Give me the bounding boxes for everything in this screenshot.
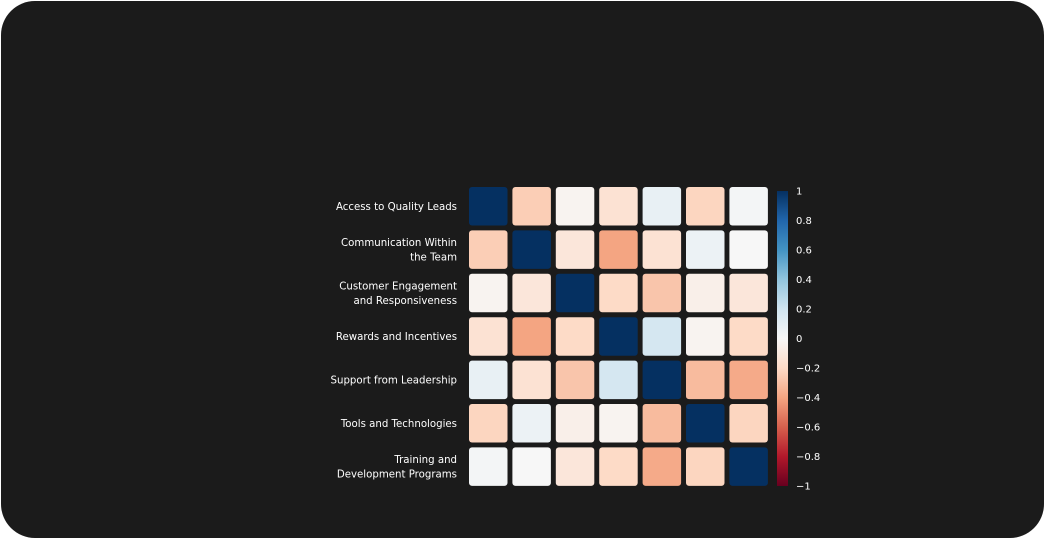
colorbar-tick-label: 0	[796, 334, 802, 345]
heatmap-cell-training-and-development-programs--support-from-leadership	[642, 447, 682, 486]
heatmap-cell-tools-and-technologies--communication-within-the-team	[512, 404, 551, 443]
heatmap-cell-communication-within-the-team--tools-and-technologies	[686, 230, 725, 269]
colorbar-gradient	[777, 191, 788, 486]
colorbar-tick-label: −0.6	[796, 423, 820, 434]
heatmap-cell-customer-engagement-and-responsiveness--customer-engagement-and-responsiveness	[555, 273, 595, 313]
heatmap-cell-access-to-quality-leads--tools-and-technologies	[686, 187, 725, 226]
heatmap-cell-tools-and-technologies--customer-engagement-and-responsiveness	[555, 404, 595, 443]
row-label-training-and-development-programs: Training and Development Programs	[337, 455, 457, 481]
row-label-support-from-leadership: Support from Leadership	[331, 375, 457, 386]
colorbar-tick-label: 0.4	[796, 275, 812, 286]
heatmap-cell-access-to-quality-leads--access-to-quality-leads	[469, 187, 508, 226]
row-label-rewards-and-incentives: Rewards and Incentives	[336, 332, 457, 343]
heatmap-cell-training-and-development-programs--rewards-and-incentives	[599, 447, 638, 486]
colorbar-tick-label: −0.8	[796, 452, 820, 463]
heatmap-cell-access-to-quality-leads--communication-within-the-team	[512, 187, 551, 226]
heatmap-cell-support-from-leadership--training-and-development-programs	[729, 360, 768, 400]
heatmap-cell-training-and-development-programs--communication-within-the-team	[512, 447, 551, 486]
heatmap-cell-communication-within-the-team--training-and-development-programs	[729, 230, 768, 269]
row-label-access-to-quality-leads: Access to Quality Leads	[336, 202, 457, 213]
heatmap-cell-access-to-quality-leads--support-from-leadership	[642, 187, 682, 226]
heatmap-cell-customer-engagement-and-responsiveness--rewards-and-incentives	[599, 273, 638, 313]
heatmap-cell-communication-within-the-team--communication-within-the-team	[512, 230, 551, 269]
row-labels: Access to Quality Leads Communication Wit…	[331, 202, 458, 481]
heatmap-cells	[469, 187, 768, 486]
heatmap-cell-communication-within-the-team--rewards-and-incentives	[599, 230, 638, 269]
heatmap-cell-training-and-development-programs--tools-and-technologies	[686, 447, 725, 486]
heatmap-cell-customer-engagement-and-responsiveness--communication-within-the-team	[512, 273, 551, 313]
heatmap-cell-tools-and-technologies--access-to-quality-leads	[469, 404, 508, 443]
heatmap-cell-tools-and-technologies--rewards-and-incentives	[599, 404, 638, 443]
heatmap-cell-support-from-leadership--communication-within-the-team	[512, 360, 551, 400]
colorbar-tick-label: 1	[796, 187, 802, 198]
heatmap-cell-support-from-leadership--tools-and-technologies	[686, 360, 725, 400]
heatmap-cell-rewards-and-incentives--support-from-leadership	[642, 317, 682, 356]
heatmap-cell-tools-and-technologies--training-and-development-programs	[729, 404, 768, 443]
colorbar-tick-label: 0.2	[796, 305, 812, 316]
heatmap-cell-rewards-and-incentives--training-and-development-programs	[729, 317, 768, 356]
colorbar: 1 0.8 0.6 0.4 0.2 0 −0.2 −0.4 −0.6 −0.8 −1	[777, 187, 820, 493]
heatmap-cell-rewards-and-incentives--rewards-and-incentives	[599, 317, 638, 356]
heatmap-cell-customer-engagement-and-responsiveness--access-to-quality-leads	[469, 273, 508, 313]
heatmap-cell-access-to-quality-leads--training-and-development-programs	[729, 187, 768, 226]
row-label-communication-within-the-team: Communication Within the Team	[341, 238, 457, 264]
colorbar-tick-label: −1	[796, 482, 811, 493]
heatmap-cell-rewards-and-incentives--customer-engagement-and-responsiveness	[555, 317, 595, 356]
heatmap-cell-customer-engagement-and-responsiveness--support-from-leadership	[642, 273, 682, 313]
colorbar-tick-label: −0.4	[796, 393, 820, 404]
heatmap-cell-access-to-quality-leads--customer-engagement-and-responsiveness	[555, 187, 595, 226]
heatmap-cell-training-and-development-programs--training-and-development-programs	[729, 447, 768, 486]
heatmap-cell-customer-engagement-and-responsiveness--training-and-development-programs	[729, 273, 768, 313]
heatmap-cell-customer-engagement-and-responsiveness--tools-and-technologies	[686, 273, 725, 313]
heatmap-cell-support-from-leadership--support-from-leadership	[642, 360, 682, 400]
heatmap-cell-communication-within-the-team--support-from-leadership	[642, 230, 682, 269]
heatmap-cell-access-to-quality-leads--rewards-and-incentives	[599, 187, 638, 226]
heatmap-cell-communication-within-the-team--access-to-quality-leads	[469, 230, 508, 269]
row-label-tools-and-technologies: Tools and Technologies	[340, 419, 457, 430]
heatmap-cell-training-and-development-programs--customer-engagement-and-responsiveness	[555, 447, 595, 486]
heatmap-cell-tools-and-technologies--support-from-leadership	[642, 404, 682, 443]
colorbar-tick-label: 0.8	[796, 216, 812, 227]
colorbar-tick-label: −0.2	[796, 364, 820, 375]
heatmap-cell-support-from-leadership--rewards-and-incentives	[599, 360, 638, 400]
heatmap-cell-training-and-development-programs--access-to-quality-leads	[469, 447, 508, 486]
heatmap-cell-rewards-and-incentives--access-to-quality-leads	[469, 317, 508, 356]
heatmap-cell-tools-and-technologies--tools-and-technologies	[686, 404, 725, 443]
heatmap-cell-communication-within-the-team--customer-engagement-and-responsiveness	[555, 230, 595, 269]
heatmap-cell-rewards-and-incentives--communication-within-the-team	[512, 317, 551, 356]
heatmap-cell-support-from-leadership--access-to-quality-leads	[469, 360, 508, 400]
heatmap-cell-rewards-and-incentives--tools-and-technologies	[686, 317, 725, 356]
row-label-customer-engagement-and-responsiveness: Customer Engagement and Responsiveness	[339, 281, 457, 307]
colorbar-tick-label: 0.6	[796, 246, 812, 257]
heatmap-cell-support-from-leadership--customer-engagement-and-responsiveness	[555, 360, 595, 400]
